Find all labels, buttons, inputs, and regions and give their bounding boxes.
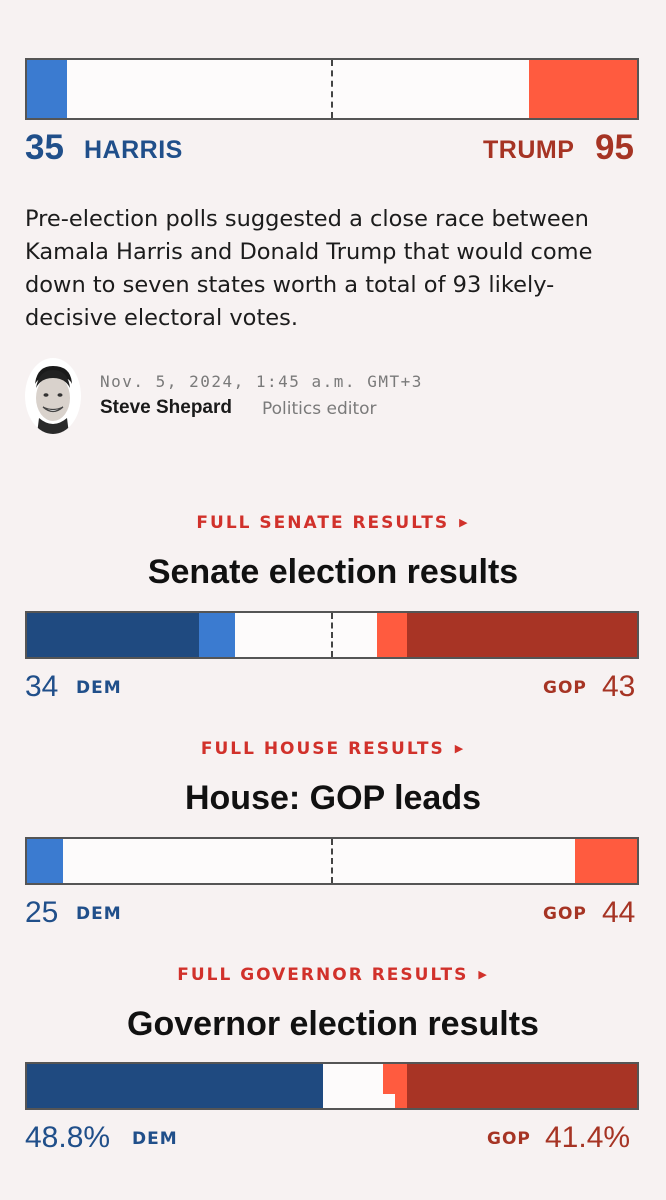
harris-bar-segment <box>27 60 67 118</box>
governor-dem-step-top <box>312 1064 323 1075</box>
governor-gop-percent: 41.4% <box>545 1121 631 1154</box>
governor-gop-won-lower <box>395 1094 407 1108</box>
house-dem-label: DEM <box>76 904 122 924</box>
harris-label: HARRIS <box>84 136 183 164</box>
triangle-right-icon: ▶ <box>478 968 489 981</box>
full-governor-results-label: FULL GOVERNOR RESULTS <box>177 965 469 985</box>
senate-dem-count: 34 <box>25 670 59 703</box>
full-senate-results-label: FULL SENATE RESULTS <box>196 513 450 533</box>
senate-results-bar <box>25 611 639 659</box>
full-senate-results-link[interactable]: FULL SENATE RESULTS ▶ <box>0 513 666 533</box>
governor-results-bar <box>25 1062 639 1110</box>
house-majority-line <box>331 839 333 883</box>
senate-gop-won-segment <box>377 613 407 657</box>
president-results-bar <box>25 58 639 120</box>
senate-dem-won-segment <box>199 613 235 657</box>
house-gop-label: GOP <box>543 904 587 924</box>
senate-gop-seats-segment <box>407 613 637 657</box>
full-house-results-label: FULL HOUSE RESULTS <box>200 739 445 759</box>
governor-dem-segment <box>27 1064 323 1108</box>
trump-bar-segment <box>529 60 637 118</box>
senate-gop-label: GOP <box>543 678 587 698</box>
house-title: House: GOP leads <box>184 779 482 817</box>
triangle-right-icon: ▶ <box>459 516 470 529</box>
senate-dem-label: DEM <box>76 678 122 698</box>
governor-gop-label: GOP <box>487 1129 531 1149</box>
article-timestamp: Nov. 5, 2024, 1:45 a.m. GMT+3 <box>100 372 423 391</box>
majority-line <box>331 60 333 118</box>
author-role: Politics editor <box>262 399 377 419</box>
governor-dem-percent: 48.8% <box>25 1121 111 1154</box>
author-avatar[interactable] <box>25 358 81 434</box>
triangle-right-icon: ▶ <box>454 742 466 755</box>
senate-majority-line <box>331 613 333 657</box>
full-house-results-link[interactable]: FULL HOUSE RESULTS ▶ <box>0 739 666 759</box>
governor-white-step-bottom <box>323 1094 395 1108</box>
house-gop-count: 44 <box>602 896 636 929</box>
article-summary: Pre-election polls suggested a close rac… <box>25 206 593 331</box>
governor-dem-label: DEM <box>132 1129 178 1149</box>
author-name[interactable]: Steve Shepard <box>100 397 232 418</box>
senate-title: Senate election results <box>147 553 519 591</box>
house-dem-segment <box>27 839 63 883</box>
author-avatar-icon <box>27 360 79 434</box>
trump-electoral-votes: 95 <box>595 128 634 167</box>
governor-gop-won-segment <box>383 1064 407 1094</box>
house-dem-count: 25 <box>25 896 59 929</box>
house-gop-segment <box>575 839 637 883</box>
governor-gop-segment <box>407 1064 637 1108</box>
trump-label: TRUMP <box>483 136 575 164</box>
senate-gop-count: 43 <box>602 670 636 703</box>
harris-electoral-votes: 35 <box>25 128 64 167</box>
full-governor-results-link[interactable]: FULL GOVERNOR RESULTS ▶ <box>0 965 666 985</box>
senate-dem-seats-segment <box>27 613 199 657</box>
house-results-bar <box>25 837 639 885</box>
governor-title: Governor election results <box>127 1005 539 1043</box>
